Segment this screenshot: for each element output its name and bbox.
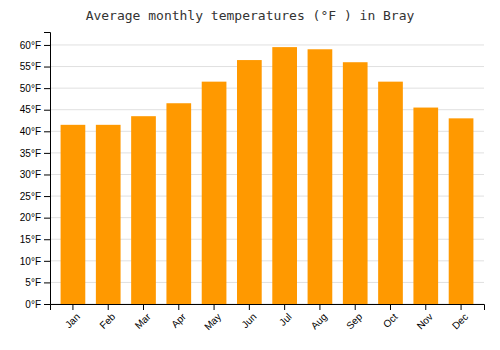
x-tick: Oct xyxy=(381,304,400,330)
y-tick: 0°F xyxy=(25,299,50,310)
x-axis-line xyxy=(51,305,485,311)
bar xyxy=(237,60,262,304)
y-tick-mark xyxy=(44,110,50,111)
y-tick: 60°F xyxy=(20,40,50,51)
bar xyxy=(449,118,474,304)
y-tick-mark xyxy=(44,239,50,240)
x-tick-mark xyxy=(249,304,250,310)
bar xyxy=(378,82,403,304)
y-axis-line xyxy=(44,33,51,305)
x-tick-mark xyxy=(319,304,320,310)
y-tick: 35°F xyxy=(20,148,50,159)
y-axis: 0°F 5°F 10°F 15°F 20°F 25°F 30°F 35°F 40°F 45°F 50… xyxy=(20,33,51,310)
y-tick-label: 45°F xyxy=(20,104,41,115)
y-tick-mark xyxy=(44,218,50,219)
x-tick: Mar xyxy=(133,304,153,331)
x-tick-label: Oct xyxy=(381,311,400,330)
x-tick-mark xyxy=(178,304,179,310)
x-tick: May xyxy=(202,304,223,332)
y-tick-label: 5°F xyxy=(25,277,41,288)
x-tick: Dec xyxy=(450,304,470,331)
grid-line xyxy=(50,44,484,45)
x-tick: Feb xyxy=(97,304,117,331)
x-tick: Jan xyxy=(63,304,82,330)
x-tick-mark xyxy=(72,304,73,310)
title: Average monthly temperatures (°F ) in Br… xyxy=(86,8,415,23)
bar xyxy=(96,125,121,304)
y-tick: 25°F xyxy=(20,191,50,202)
x-tick-mark xyxy=(355,304,356,310)
y-tick-label: 60°F xyxy=(20,40,41,51)
x-tick-label: Aug xyxy=(309,311,329,331)
y-tick: 40°F xyxy=(20,126,50,137)
x-axis: Jan Feb Mar Apr May Jun Jul Aug Sep Oct Nov Dec xyxy=(51,304,485,332)
bar xyxy=(308,49,333,304)
bar xyxy=(202,82,227,304)
y-tick-label: 25°F xyxy=(20,191,41,202)
bar xyxy=(343,62,368,304)
x-tick: Nov xyxy=(415,304,435,331)
y-tick-label: 0°F xyxy=(25,299,41,310)
grid-line xyxy=(50,66,484,67)
chart: Jan Feb Mar Apr May Jun Jul Aug Sep Oct Nov Dec 0°F 5… xyxy=(0,0,500,350)
x-tick: Aug xyxy=(309,304,329,331)
y-tick: 50°F xyxy=(20,83,50,94)
x-tick-mark xyxy=(214,304,215,310)
y-tick: 55°F xyxy=(20,61,50,72)
grid xyxy=(50,45,484,304)
y-tick-mark xyxy=(44,174,50,175)
x-tick: Sep xyxy=(344,304,365,331)
x-tick-label: Mar xyxy=(133,311,153,331)
y-tick: 5°F xyxy=(25,277,50,288)
x-tick-mark xyxy=(108,304,109,310)
x-tick-label: Jul xyxy=(277,311,294,328)
y-tick-mark xyxy=(44,67,50,68)
y-tick: 20°F xyxy=(20,212,50,223)
y-tick-label: 50°F xyxy=(20,83,41,94)
bar xyxy=(272,47,297,304)
bar xyxy=(166,103,191,304)
x-tick-label: Dec xyxy=(450,311,470,331)
y-tick-mark xyxy=(44,196,50,197)
x-tick: Jul xyxy=(277,304,294,328)
bars xyxy=(61,47,474,304)
x-tick-mark xyxy=(284,304,285,310)
x-tick-label: May xyxy=(202,311,223,332)
x-tick-label: Apr xyxy=(169,311,188,330)
x-tick-mark xyxy=(390,304,391,310)
x-tick-mark xyxy=(461,304,462,310)
x-tick-label: Nov xyxy=(415,311,435,331)
x-tick: Jun xyxy=(239,304,258,330)
bar xyxy=(131,116,156,304)
y-tick-mark xyxy=(44,45,50,46)
x-tick: Apr xyxy=(169,304,188,330)
grid-line xyxy=(50,88,484,89)
y-tick: 15°F xyxy=(20,234,50,245)
y-tick-mark xyxy=(44,131,50,132)
y-tick: 10°F xyxy=(20,256,50,267)
y-tick-label: 35°F xyxy=(20,148,41,159)
y-tick-mark xyxy=(44,282,50,283)
y-tick: 30°F xyxy=(20,169,50,180)
y-tick-label: 30°F xyxy=(20,169,41,180)
plot: Jan Feb Mar Apr May Jun Jul Aug Sep Oct Nov Dec 0°F 5… xyxy=(20,33,485,333)
y-tick-label: 40°F xyxy=(20,126,41,137)
bar xyxy=(413,108,438,304)
y-tick: 45°F xyxy=(20,104,50,115)
y-tick-label: 15°F xyxy=(20,234,41,245)
x-tick-label: Feb xyxy=(97,311,117,331)
y-tick-mark xyxy=(44,88,50,89)
y-tick-label: 55°F xyxy=(20,61,41,72)
y-tick-mark xyxy=(44,153,50,154)
x-tick-label: Jun xyxy=(239,311,258,330)
x-tick-mark xyxy=(143,304,144,310)
y-tick-label: 10°F xyxy=(20,256,41,267)
x-tick-mark xyxy=(425,304,426,310)
x-tick-label: Jan xyxy=(63,311,82,330)
y-tick-label: 20°F xyxy=(20,212,41,223)
y-tick-mark xyxy=(44,304,50,305)
y-tick-mark xyxy=(44,261,50,262)
bar xyxy=(61,125,86,304)
x-tick-label: Sep xyxy=(344,311,365,332)
